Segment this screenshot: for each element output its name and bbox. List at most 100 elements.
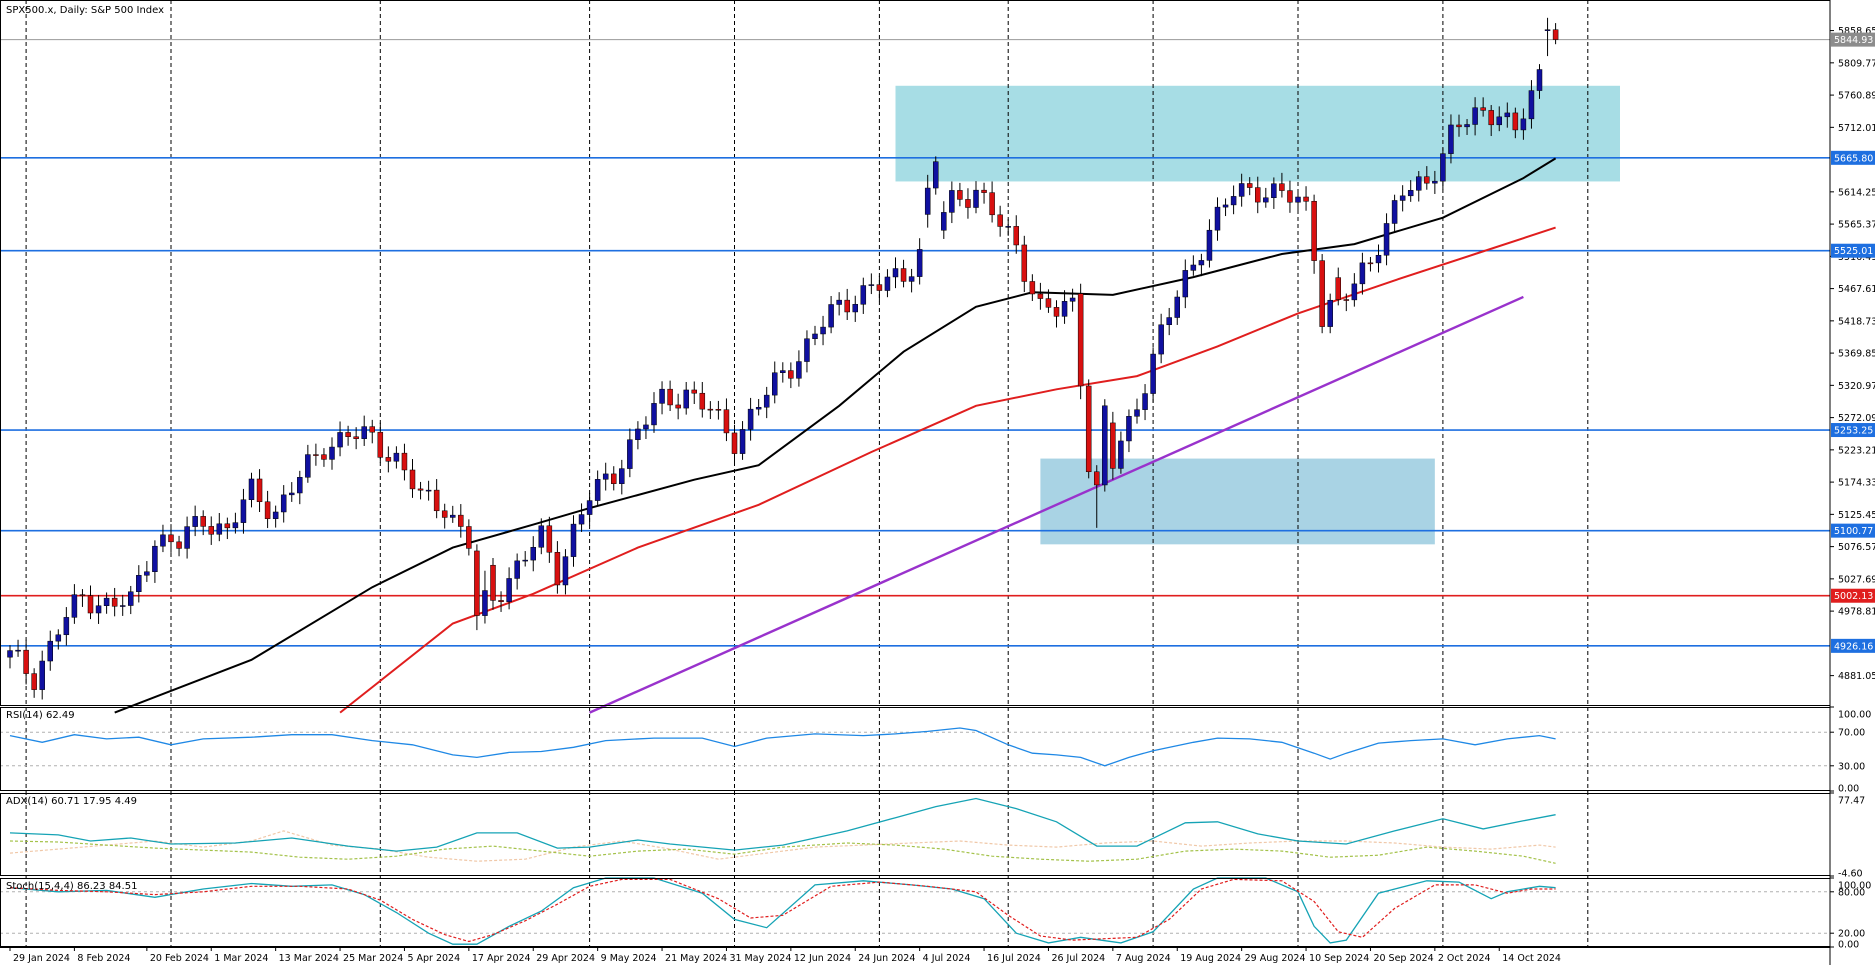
candle bbox=[884, 269, 891, 298]
candle bbox=[248, 472, 255, 508]
candle-body bbox=[1126, 416, 1132, 442]
candle-body bbox=[433, 489, 440, 512]
candle-body bbox=[1142, 393, 1148, 410]
support-zone-0 bbox=[895, 85, 1620, 182]
candle bbox=[337, 421, 343, 457]
candle bbox=[264, 490, 271, 529]
time-tick-label: 25 Mar 2024 bbox=[343, 953, 403, 964]
support-zone-1 bbox=[1040, 458, 1435, 545]
adx-tick-label: -4.60 bbox=[1838, 869, 1863, 880]
candle bbox=[1432, 170, 1438, 194]
candle-body bbox=[812, 333, 818, 339]
candle bbox=[1335, 267, 1341, 306]
candle bbox=[1255, 176, 1261, 214]
candle-body bbox=[409, 469, 416, 490]
candle bbox=[224, 517, 231, 540]
candle bbox=[297, 470, 303, 505]
candle bbox=[1045, 289, 1052, 313]
candle-body bbox=[1399, 195, 1406, 201]
candle-body bbox=[1287, 190, 1293, 203]
candle-body bbox=[7, 650, 13, 658]
level-label-2-text: 5253.25 bbox=[1834, 426, 1873, 437]
candle-body bbox=[1061, 301, 1068, 317]
candle bbox=[417, 481, 424, 500]
candle-body bbox=[1448, 124, 1454, 154]
candle-body bbox=[466, 526, 472, 549]
time-tick-label: 20 Sep 2024 bbox=[1373, 953, 1433, 964]
candle-body bbox=[160, 534, 166, 547]
time-tick-label: 29 Apr 2024 bbox=[536, 953, 595, 964]
candle bbox=[490, 557, 496, 610]
candle bbox=[256, 469, 263, 513]
candle bbox=[908, 268, 915, 293]
candle-body bbox=[892, 268, 899, 278]
candle bbox=[401, 443, 408, 481]
candle-body bbox=[916, 249, 923, 277]
candle-body bbox=[1174, 296, 1180, 318]
candle-body bbox=[941, 212, 947, 231]
candle bbox=[361, 415, 367, 446]
candle-body bbox=[836, 299, 842, 305]
candle bbox=[1552, 23, 1559, 45]
candle bbox=[1399, 185, 1406, 212]
candle bbox=[578, 503, 585, 532]
candle-body bbox=[15, 649, 21, 652]
candle bbox=[1142, 384, 1148, 421]
candle bbox=[152, 540, 158, 583]
time-tick-label: 10 Sep 2024 bbox=[1309, 953, 1369, 964]
candle-body bbox=[103, 597, 110, 606]
candle bbox=[715, 400, 722, 420]
candle bbox=[780, 362, 786, 383]
candle-body bbox=[933, 161, 939, 189]
rsi-tick-label: 100.00 bbox=[1838, 710, 1871, 721]
time-tick-label: 2 Oct 2024 bbox=[1438, 953, 1491, 964]
candle-body bbox=[989, 192, 995, 216]
adx-minus-di-line bbox=[9, 830, 1556, 862]
candle-body bbox=[144, 571, 150, 576]
time-tick-label: 29 Jan 2024 bbox=[13, 953, 70, 964]
candle-body bbox=[337, 432, 343, 448]
candle bbox=[111, 587, 118, 617]
candle bbox=[1424, 166, 1430, 190]
candle-body bbox=[136, 575, 142, 592]
candle bbox=[1053, 300, 1060, 328]
candle-body bbox=[611, 473, 617, 484]
candle bbox=[160, 524, 166, 553]
candle-body bbox=[1021, 244, 1028, 282]
candle-body bbox=[55, 634, 62, 642]
price-tick-label: 4978.81 bbox=[1838, 607, 1875, 618]
level-label-3-text: 5100.77 bbox=[1834, 526, 1873, 537]
candle bbox=[643, 416, 649, 439]
candle bbox=[39, 650, 45, 700]
candle bbox=[1287, 180, 1293, 213]
candle bbox=[933, 156, 939, 195]
candle-body bbox=[1094, 471, 1100, 486]
candle-body bbox=[321, 454, 327, 460]
price-tick-label: 5760.89 bbox=[1838, 91, 1875, 102]
candle-body bbox=[1206, 229, 1213, 261]
candle bbox=[1351, 273, 1358, 307]
candle-body bbox=[1512, 112, 1519, 131]
candle bbox=[1118, 431, 1124, 474]
candle-body bbox=[1472, 107, 1478, 125]
candle bbox=[562, 549, 569, 595]
candle-body bbox=[1045, 298, 1052, 308]
candle-body bbox=[1037, 293, 1044, 299]
candle-body bbox=[71, 594, 78, 618]
candle bbox=[1271, 177, 1277, 209]
indicator-panels bbox=[0, 727, 1830, 945]
candle bbox=[1464, 119, 1470, 135]
candle-body bbox=[546, 525, 553, 553]
candle-body bbox=[87, 595, 94, 614]
candle-body bbox=[272, 511, 279, 519]
time-tick-label: 20 Feb 2024 bbox=[150, 953, 209, 964]
candle-body bbox=[675, 404, 681, 409]
candle-body bbox=[1424, 176, 1430, 184]
candle-body bbox=[1166, 317, 1172, 326]
candle-body bbox=[619, 468, 625, 484]
candle-body bbox=[1464, 124, 1470, 128]
candle-body bbox=[1480, 107, 1486, 111]
candle-body bbox=[1279, 183, 1285, 191]
candle bbox=[1319, 254, 1325, 334]
